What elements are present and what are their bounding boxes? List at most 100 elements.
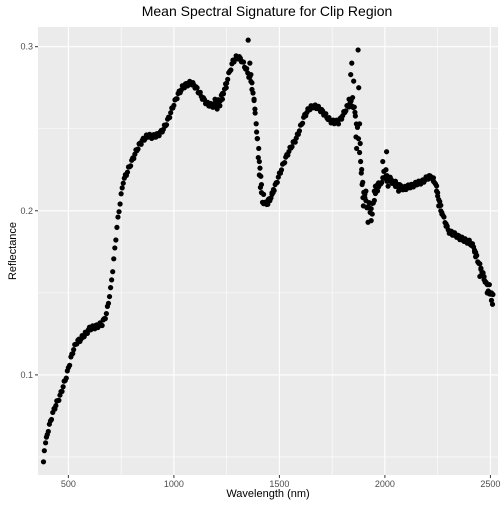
data-point xyxy=(59,388,65,395)
data-point xyxy=(368,218,374,224)
data-point xyxy=(105,300,112,306)
chart-title: Mean Spectral Signature for Clip Region xyxy=(142,3,393,19)
data-point xyxy=(356,121,363,127)
x-tick-label: 500 xyxy=(61,479,76,489)
data-point xyxy=(383,167,389,173)
data-point xyxy=(258,181,265,188)
data-point xyxy=(460,236,466,242)
data-point xyxy=(257,165,263,171)
data-point xyxy=(167,114,173,121)
data-point xyxy=(113,237,119,243)
data-point xyxy=(270,186,277,193)
data-point xyxy=(486,282,492,288)
data-point xyxy=(396,188,402,194)
data-point xyxy=(269,191,275,197)
data-point xyxy=(225,76,231,82)
data-point xyxy=(480,270,486,276)
data-point xyxy=(245,37,251,43)
data-point xyxy=(413,181,420,188)
grid-major xyxy=(38,27,498,475)
data-point xyxy=(260,191,267,197)
data-point xyxy=(348,71,354,78)
data-point xyxy=(349,60,355,66)
data-point xyxy=(249,80,255,86)
data-point xyxy=(401,186,407,193)
data-point xyxy=(219,96,226,102)
data-point xyxy=(256,145,262,152)
data-point xyxy=(116,209,122,215)
data-point xyxy=(418,180,424,186)
data-point xyxy=(359,181,365,188)
data-point xyxy=(267,196,273,202)
data-point xyxy=(81,334,87,340)
data-point xyxy=(323,111,329,117)
data-point xyxy=(56,397,62,403)
data-point xyxy=(255,154,261,161)
data-point xyxy=(362,195,368,201)
data-point xyxy=(197,89,203,95)
data-point xyxy=(369,211,375,217)
data-point xyxy=(430,178,437,184)
data-point xyxy=(163,122,170,128)
data-point xyxy=(120,180,126,186)
data-point xyxy=(254,129,260,135)
data-point xyxy=(405,185,411,191)
data-point xyxy=(48,416,55,423)
data-point xyxy=(250,90,256,96)
data-point xyxy=(244,66,250,72)
data-point xyxy=(422,177,428,183)
data-point xyxy=(447,229,453,235)
data-point xyxy=(117,201,123,207)
data-point xyxy=(252,106,258,112)
data-point xyxy=(119,185,125,191)
x-tick-label: 1500 xyxy=(269,479,289,489)
data-point xyxy=(436,203,442,209)
data-point xyxy=(118,191,124,197)
data-point xyxy=(252,110,258,116)
data-point xyxy=(106,293,113,300)
data-point xyxy=(247,60,253,66)
data-point xyxy=(351,104,357,110)
data-point xyxy=(223,85,229,91)
data-point xyxy=(258,173,264,179)
grid-minor xyxy=(38,27,498,475)
data-point xyxy=(212,96,218,102)
data-point xyxy=(443,221,449,227)
data-point xyxy=(102,316,108,322)
data-point xyxy=(451,231,458,237)
data-point xyxy=(111,256,117,262)
data-point xyxy=(168,110,174,116)
y-tick-label: 0.2 xyxy=(20,206,33,216)
data-point xyxy=(254,135,261,142)
data-point xyxy=(300,120,306,126)
data-point xyxy=(477,273,483,280)
data-point xyxy=(335,121,342,127)
data-point xyxy=(110,269,116,275)
y-axis-tick-labels: 0.1 0.2 0.3 xyxy=(20,42,33,380)
data-point xyxy=(53,403,59,409)
data-point xyxy=(473,254,479,260)
data-point xyxy=(368,206,374,212)
data-point xyxy=(70,350,76,357)
data-point xyxy=(383,149,390,155)
data-point xyxy=(476,260,482,266)
data-point xyxy=(350,94,356,101)
data-point xyxy=(99,322,105,329)
data-point xyxy=(351,78,357,84)
data-point xyxy=(278,167,285,173)
data-points xyxy=(40,37,496,465)
data-point xyxy=(358,158,364,165)
data-point xyxy=(60,384,66,390)
data-point xyxy=(456,234,462,240)
data-point xyxy=(103,311,109,317)
plot-panel xyxy=(38,27,498,475)
data-point xyxy=(488,297,495,303)
data-point xyxy=(478,265,484,271)
data-point xyxy=(482,278,488,284)
data-point xyxy=(114,224,120,230)
data-point xyxy=(289,144,295,150)
data-point xyxy=(41,448,47,454)
data-point xyxy=(275,174,281,180)
